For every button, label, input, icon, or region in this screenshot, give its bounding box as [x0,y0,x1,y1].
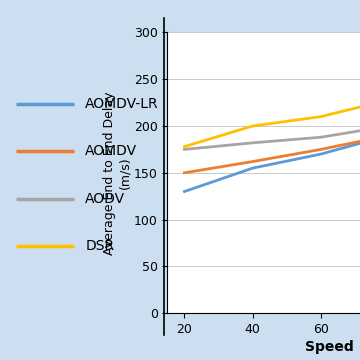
Text: AODV: AODV [85,192,125,206]
Text: AOMDV: AOMDV [85,144,137,158]
Y-axis label: Average End to End Delay
(m/s): Average End to End Delay (m/s) [103,91,131,255]
X-axis label: Speed: Speed [305,340,354,354]
Text: DSR: DSR [85,239,114,253]
Text: AOMDV-LR: AOMDV-LR [85,96,159,111]
